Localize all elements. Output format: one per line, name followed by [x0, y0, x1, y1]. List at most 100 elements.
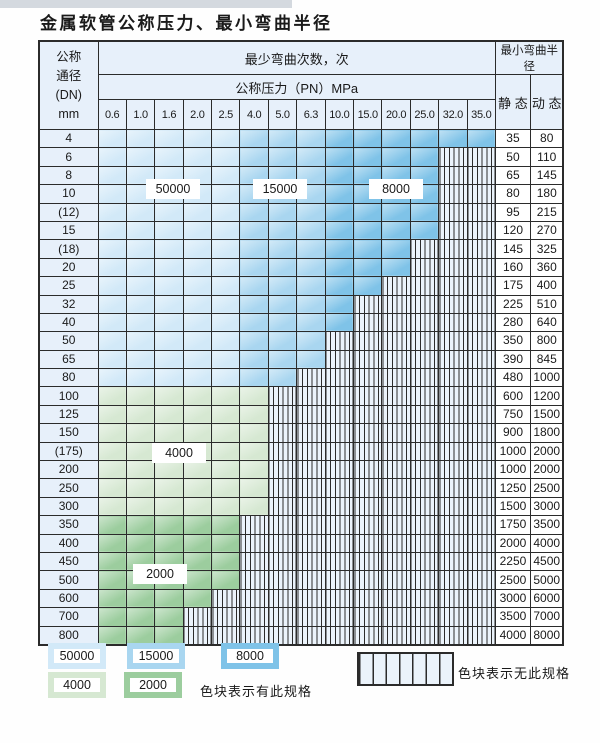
spec-cell: [182, 312, 213, 333]
page-title: 金属软管公称压力、最小弯曲半径: [40, 14, 333, 34]
cycle-count-label-8000: 8000: [369, 179, 423, 199]
dynamic-radius-value: 3500: [529, 515, 564, 535]
spec-cell: [239, 257, 269, 278]
no-spec-cell: [324, 386, 355, 406]
spec-cell: [97, 294, 127, 314]
spec-cell: [182, 294, 213, 314]
no-spec-cell: [466, 460, 496, 480]
dynamic-radius-value: 180: [529, 184, 564, 204]
table-row-dn-100: 100 600 1200: [38, 386, 564, 406]
no-spec-cell: [466, 607, 496, 627]
spec-cell: [182, 220, 213, 241]
static-radius-value: 160: [494, 257, 531, 278]
spec-cell: [97, 386, 127, 406]
spec-cell: [324, 184, 355, 204]
spec-cell: [211, 128, 241, 149]
no-spec-cell: [466, 239, 496, 259]
table-row-dn-350: 350 1750 3500: [38, 515, 564, 535]
spec-cell: [211, 478, 241, 498]
spec-cell: [239, 441, 269, 462]
no-spec-cell: [438, 607, 468, 627]
dynamic-radius-value: 640: [529, 312, 564, 333]
no-spec-cell: [267, 588, 298, 609]
no-spec-cell: [438, 533, 468, 553]
spec-cell: [182, 128, 213, 149]
no-spec-cell: [267, 515, 298, 535]
table-row-dn-600: 600 3000 6000: [38, 588, 564, 609]
table-row-dn-4: 4 35 80: [38, 128, 564, 149]
no-spec-cell: [353, 349, 383, 370]
no-spec-cell: [438, 496, 468, 517]
spec-cell: [97, 404, 127, 425]
spec-cell: [211, 386, 241, 406]
spec-cell: [154, 276, 184, 296]
spec-cell: [182, 349, 213, 370]
spec-cell: [97, 588, 127, 609]
spec-cell: [324, 294, 355, 314]
table-row-dn-250: 250 1250 2500: [38, 478, 564, 498]
no-spec-cell: [438, 386, 468, 406]
no-spec-cell: [353, 515, 383, 535]
dn-cell: 40: [38, 312, 99, 333]
spec-cell: [267, 202, 298, 222]
static-radius-value: 3000: [494, 588, 531, 609]
table-row-dn-500: 500 2500 5000: [38, 570, 564, 590]
spec-cell: [154, 239, 184, 259]
static-radius-value: 390: [494, 349, 531, 370]
static-radius-value: 3500: [494, 607, 531, 627]
dn-cell: 20: [38, 257, 99, 278]
no-spec-cell: [438, 570, 468, 590]
dn-cell: 15: [38, 220, 99, 241]
dn-cell: 250: [38, 478, 99, 498]
spec-cell: [267, 276, 298, 296]
static-radius-value: 1000: [494, 441, 531, 462]
spec-cell: [211, 312, 241, 333]
spec-cell: [267, 349, 298, 370]
spec-cell: [296, 312, 326, 333]
no-spec-cell: [353, 294, 383, 314]
dn-header-line: mm: [58, 106, 80, 121]
legend-note-has-spec: 色块表示有此规格: [200, 684, 313, 699]
header-row-2: 公称压力（PN）MPa 静 态 动 态: [39, 74, 564, 130]
spec-cell: [296, 349, 326, 370]
spec-cell: [239, 147, 269, 167]
no-spec-cell: [239, 607, 269, 627]
dynamic-radius-value: 2000: [529, 460, 564, 480]
no-spec-cell: [466, 257, 496, 278]
spec-cell: [353, 202, 383, 222]
spec-cell: [125, 257, 156, 278]
spec-cell: [97, 496, 127, 517]
dynamic-radius-value: 145: [529, 165, 564, 186]
spec-cell: [154, 331, 184, 351]
spec-cell: [211, 570, 241, 590]
dynamic-radius-value: 400: [529, 276, 564, 296]
spec-cell: [324, 220, 355, 241]
dynamic-radius-value: 1800: [529, 423, 564, 443]
spec-cell: [97, 276, 127, 296]
no-spec-cell: [409, 588, 440, 609]
no-spec-cell: [438, 257, 468, 278]
no-spec-cell: [381, 496, 411, 517]
no-spec-cell: [353, 441, 383, 462]
spec-cell: [182, 423, 213, 443]
spec-cell: [182, 386, 213, 406]
no-spec-cell: [267, 404, 298, 425]
no-spec-cell: [267, 551, 298, 572]
pressure-col-6.3: 6.3: [296, 99, 326, 130]
spec-cell: [182, 368, 213, 388]
spec-cell: [125, 386, 156, 406]
dynamic-radius-value: 4500: [529, 551, 564, 572]
no-spec-cell: [438, 147, 468, 167]
no-spec-cell: [409, 349, 440, 370]
no-spec-cell: [381, 386, 411, 406]
spec-cell: [154, 423, 184, 443]
spec-cell: [182, 570, 213, 590]
dynamic-column-header: 动 态: [529, 74, 564, 130]
no-spec-cell: [267, 423, 298, 443]
pressure-col-32.0: 32.0: [438, 99, 468, 130]
spec-cell: [239, 423, 269, 443]
spec-cell: [154, 386, 184, 406]
no-spec-cell: [324, 607, 355, 627]
spec-cell: [211, 423, 241, 443]
spec-cell: [154, 128, 184, 149]
